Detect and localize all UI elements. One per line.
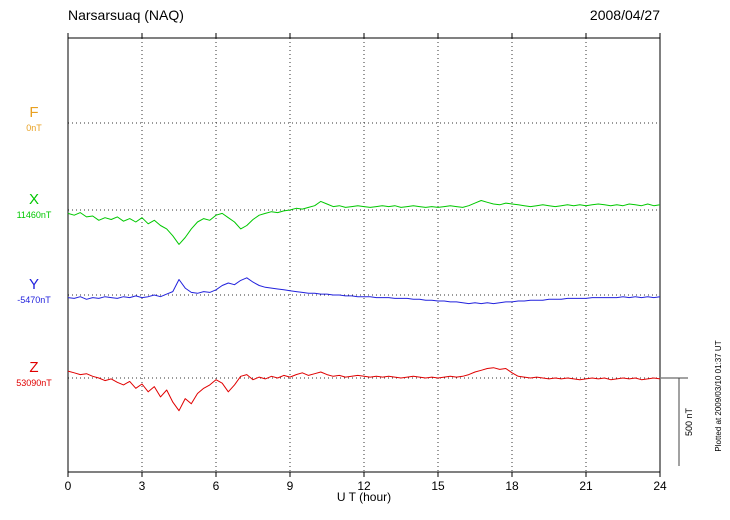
channel-label-F: F 0nT <box>4 104 64 134</box>
channel-letter: Z <box>29 359 39 376</box>
channel-label-Z: Z 53090nT <box>4 359 64 389</box>
grid-layer <box>68 38 660 472</box>
x-tick-label: 3 <box>139 479 146 493</box>
axis-ticks: 0 3 6 9 12 15 18 21 24 <box>65 33 667 493</box>
channel-baseline-value: 0nT <box>26 123 42 133</box>
channel-baseline-value: 53090nT <box>16 378 52 388</box>
channel-letter: X <box>28 191 39 208</box>
trace-Z <box>67 367 661 412</box>
x-tick-label: 9 <box>287 479 294 493</box>
channel-letter: F <box>29 104 39 121</box>
x-tick-label: 21 <box>579 479 593 493</box>
scale-bar-label: 500 nT <box>684 407 694 437</box>
x-tick-label: 12 <box>357 479 371 493</box>
trace-layer <box>67 200 661 412</box>
plotted-at-note: Plotted at 2009/03/10 01:37 UT <box>714 340 723 452</box>
channel-letter: Y <box>28 276 39 293</box>
trace-X <box>67 200 661 245</box>
x-axis-title: U T (hour) <box>336 490 392 504</box>
trace-Y <box>67 277 661 305</box>
station-title: Narsarsuaq (NAQ) <box>68 7 184 23</box>
date-label: 2008/04/27 <box>589 7 660 23</box>
scale-bar <box>661 377 688 466</box>
channel-label-X: X 11460nT <box>4 191 64 221</box>
x-tick-label: 18 <box>505 479 519 493</box>
x-tick-label: 24 <box>653 479 667 493</box>
channel-label-Y: Y -5470nT <box>4 276 64 306</box>
x-tick-label: 6 <box>213 479 220 493</box>
x-tick-label: 15 <box>431 479 445 493</box>
channel-baseline-value: -5470nT <box>17 295 51 305</box>
channel-baseline-value: 11460nT <box>16 210 52 220</box>
x-tick-label: 0 <box>65 479 72 493</box>
